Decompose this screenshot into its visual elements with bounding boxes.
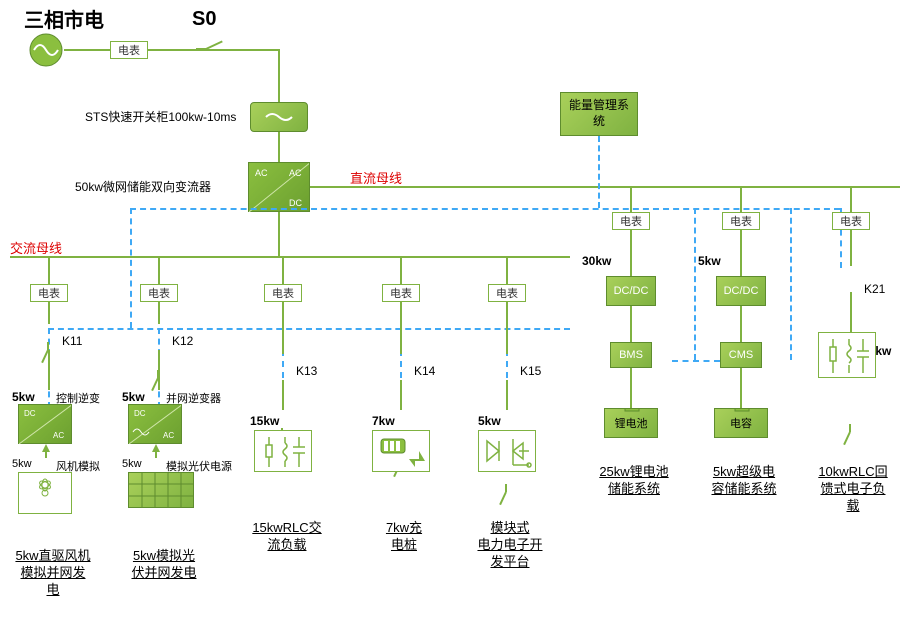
rlc-icon xyxy=(254,430,312,472)
k11-kw: 5kw xyxy=(12,390,35,404)
fan-icon xyxy=(18,472,72,514)
svg-text:AC: AC xyxy=(163,431,174,440)
charger-icon xyxy=(372,430,430,472)
inverter-label: 50kw微网储能双向变流器 xyxy=(75,178,211,195)
meter-top: 电表 xyxy=(110,41,148,59)
k13-kw: 15kw xyxy=(250,414,279,428)
k12-inverter-box: DC AC xyxy=(128,404,182,444)
ems-dashed-down xyxy=(598,136,600,208)
k12-kw: 5kw xyxy=(122,390,145,404)
k21-label: K21 xyxy=(864,282,885,296)
grid-source-icon xyxy=(28,32,64,68)
k13-label: K13 xyxy=(296,364,317,378)
k14-caption: 7kw充 电桩 xyxy=(374,520,434,554)
svg-text:AC: AC xyxy=(53,431,64,440)
arrow-up-icon xyxy=(40,444,52,458)
dc1-caption: 25kw锂电池 储能系统 xyxy=(594,464,674,498)
ac-bus-label: 交流母线 xyxy=(10,238,62,257)
k11-inverter-box: DC AC xyxy=(18,404,72,444)
v-sts-inv xyxy=(278,132,280,162)
k15-kw: 5kw xyxy=(478,414,501,428)
dc3-caption: 10kwRLC回 馈式电子负 载 xyxy=(810,464,896,515)
meter-dc1: 电表 xyxy=(612,212,650,230)
grid-label: 三相市电 xyxy=(24,4,104,33)
switch-s0 xyxy=(196,40,232,58)
dc1-bms-box: BMS xyxy=(610,342,652,368)
meter-dc2: 电表 xyxy=(722,212,760,230)
switch-k15 xyxy=(497,484,515,512)
v-inv-ac xyxy=(278,212,280,256)
dc2-cms-box: CMS xyxy=(720,342,762,368)
dc-bus-label: 直流母线 xyxy=(350,168,402,187)
k12-caption: 5kw模拟光 伏并网发电 xyxy=(124,548,204,582)
pe-icon xyxy=(478,430,536,472)
svg-text:AC: AC xyxy=(289,168,302,178)
k14-label: K14 xyxy=(414,364,435,378)
meter-k12: 电表 xyxy=(140,284,178,302)
pv-icon xyxy=(128,472,194,508)
k11-caption: 5kw直驱风机 模拟并网发 电 xyxy=(10,548,96,599)
k13-caption: 15kwRLC交 流负载 xyxy=(246,520,328,554)
dc2-dcdc-box: DC/DC xyxy=(716,276,766,306)
k15-label: K15 xyxy=(520,364,541,378)
dc1-rating: 30kw xyxy=(582,254,611,268)
dash-h-low xyxy=(48,328,570,330)
top-line xyxy=(64,49,280,51)
svg-text:AC: AC xyxy=(255,168,268,178)
sts-box xyxy=(250,102,308,132)
main-inverter-box: AC DC AC xyxy=(248,162,310,212)
svg-text:DC: DC xyxy=(24,409,36,418)
dash-v0 xyxy=(130,208,132,328)
s0-label: S0 xyxy=(192,8,216,31)
meter-k13: 电表 xyxy=(264,284,302,302)
svg-text:DC: DC xyxy=(289,198,302,208)
k11-label: K11 xyxy=(62,334,82,348)
k15-caption: 模块式 电力电子开 发平台 xyxy=(474,520,546,571)
dc2-caption: 5kw超级电 容储能系统 xyxy=(706,464,782,498)
k12-label: K12 xyxy=(172,334,193,348)
dc2-cap-box: 电容 xyxy=(714,408,768,438)
arrow-up-icon xyxy=(150,444,162,458)
v-to-sts xyxy=(278,49,280,103)
meter-k15: 电表 xyxy=(488,284,526,302)
meter-dc3: 电表 xyxy=(832,212,870,230)
meter-k11: 电表 xyxy=(30,284,68,302)
dashed-bus xyxy=(130,208,840,210)
ems-box: 能量管理系 统 xyxy=(560,92,638,136)
switch-k21 xyxy=(841,424,859,452)
svg-text:DC: DC xyxy=(134,409,146,418)
rlc-feedback-icon xyxy=(818,332,876,378)
meter-k14: 电表 xyxy=(382,284,420,302)
k11-sub2: 5kw xyxy=(12,458,32,470)
ac-bus-line xyxy=(10,256,570,258)
dc2-rating: 5kw xyxy=(698,254,721,268)
k12-sub2: 5kw xyxy=(122,458,142,470)
dc1-battery-box: 锂电池 xyxy=(604,408,658,438)
k14-kw: 7kw xyxy=(372,414,395,428)
sts-label: STS快速开关柜100kw-10ms xyxy=(85,108,236,125)
dc1-dcdc-box: DC/DC xyxy=(606,276,656,306)
